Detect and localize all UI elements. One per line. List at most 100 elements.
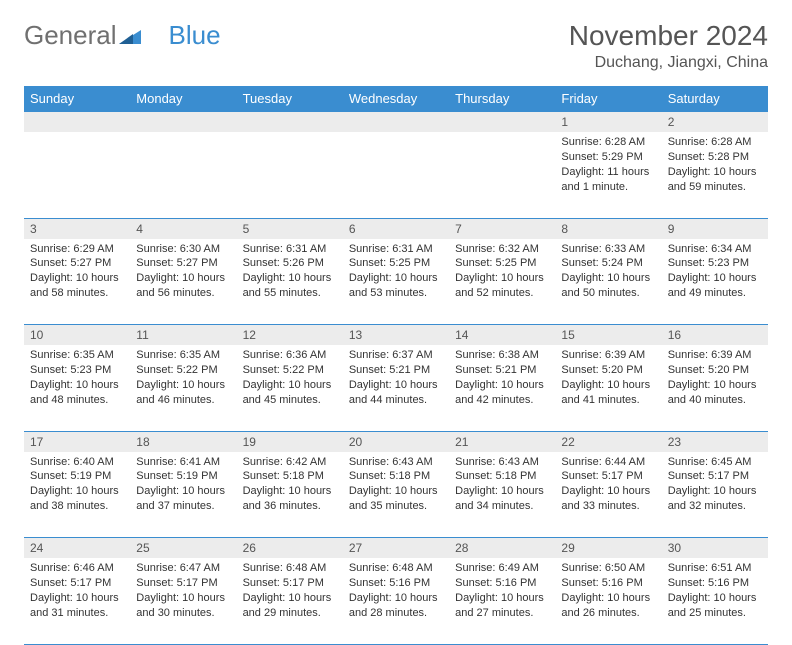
logo-part2: Blue: [169, 20, 221, 51]
day-details: Sunrise: 6:48 AMSunset: 5:16 PMDaylight:…: [343, 558, 449, 626]
day-number: 1: [555, 112, 661, 133]
day-details: [24, 132, 130, 141]
day-details: Sunrise: 6:33 AMSunset: 5:24 PMDaylight:…: [555, 239, 661, 307]
day-details: Sunrise: 6:38 AMSunset: 5:21 PMDaylight:…: [449, 345, 555, 413]
day-header: Saturday: [662, 86, 768, 112]
day-number: 21: [449, 431, 555, 452]
day-number: 30: [662, 538, 768, 559]
sunset-text: Sunset: 5:16 PM: [561, 576, 655, 591]
day-header: Monday: [130, 86, 236, 112]
day-cell: Sunrise: 6:30 AMSunset: 5:27 PMDaylight:…: [130, 239, 236, 325]
day-number: 27: [343, 538, 449, 559]
content-row: Sunrise: 6:46 AMSunset: 5:17 PMDaylight:…: [24, 558, 768, 644]
day-number: 23: [662, 431, 768, 452]
day-cell: [449, 132, 555, 218]
sunset-text: Sunset: 5:28 PM: [668, 150, 762, 165]
day-number: 9: [662, 218, 768, 239]
day-details: Sunrise: 6:37 AMSunset: 5:21 PMDaylight:…: [343, 345, 449, 413]
day-number: 20: [343, 431, 449, 452]
day-number: [343, 112, 449, 133]
sunrise-text: Sunrise: 6:41 AM: [136, 455, 230, 470]
day-number: 5: [237, 218, 343, 239]
day-number: 13: [343, 325, 449, 346]
month-title: November 2024: [569, 20, 768, 52]
day-details: Sunrise: 6:51 AMSunset: 5:16 PMDaylight:…: [662, 558, 768, 626]
daylight-text: Daylight: 10 hours and 58 minutes.: [30, 271, 124, 301]
day-details: [237, 132, 343, 141]
day-cell: Sunrise: 6:43 AMSunset: 5:18 PMDaylight:…: [343, 452, 449, 538]
daylight-text: Daylight: 10 hours and 35 minutes.: [349, 484, 443, 514]
day-details: Sunrise: 6:47 AMSunset: 5:17 PMDaylight:…: [130, 558, 236, 626]
daylight-text: Daylight: 10 hours and 36 minutes.: [243, 484, 337, 514]
day-cell: Sunrise: 6:48 AMSunset: 5:17 PMDaylight:…: [237, 558, 343, 644]
sunset-text: Sunset: 5:17 PM: [136, 576, 230, 591]
daylight-text: Daylight: 10 hours and 34 minutes.: [455, 484, 549, 514]
day-details: Sunrise: 6:45 AMSunset: 5:17 PMDaylight:…: [662, 452, 768, 520]
sunrise-text: Sunrise: 6:48 AM: [243, 561, 337, 576]
day-details: [343, 132, 449, 141]
day-number: 26: [237, 538, 343, 559]
day-details: Sunrise: 6:39 AMSunset: 5:20 PMDaylight:…: [555, 345, 661, 413]
content-row: Sunrise: 6:40 AMSunset: 5:19 PMDaylight:…: [24, 452, 768, 538]
sunrise-text: Sunrise: 6:42 AM: [243, 455, 337, 470]
day-details: Sunrise: 6:44 AMSunset: 5:17 PMDaylight:…: [555, 452, 661, 520]
sunset-text: Sunset: 5:26 PM: [243, 256, 337, 271]
sunset-text: Sunset: 5:19 PM: [136, 469, 230, 484]
day-number: 19: [237, 431, 343, 452]
day-cell: Sunrise: 6:46 AMSunset: 5:17 PMDaylight:…: [24, 558, 130, 644]
daylight-text: Daylight: 10 hours and 26 minutes.: [561, 591, 655, 621]
day-number: 24: [24, 538, 130, 559]
daynum-row: 24252627282930: [24, 538, 768, 559]
header: General Blue November 2024 Duchang, Jian…: [24, 20, 768, 72]
daylight-text: Daylight: 10 hours and 37 minutes.: [136, 484, 230, 514]
daylight-text: Daylight: 11 hours and 1 minute.: [561, 165, 655, 195]
daylight-text: Daylight: 10 hours and 45 minutes.: [243, 378, 337, 408]
day-details: Sunrise: 6:31 AMSunset: 5:25 PMDaylight:…: [343, 239, 449, 307]
sunset-text: Sunset: 5:22 PM: [243, 363, 337, 378]
sunrise-text: Sunrise: 6:43 AM: [349, 455, 443, 470]
daylight-text: Daylight: 10 hours and 49 minutes.: [668, 271, 762, 301]
sunset-text: Sunset: 5:19 PM: [30, 469, 124, 484]
day-cell: Sunrise: 6:31 AMSunset: 5:26 PMDaylight:…: [237, 239, 343, 325]
day-cell: Sunrise: 6:38 AMSunset: 5:21 PMDaylight:…: [449, 345, 555, 431]
day-details: Sunrise: 6:32 AMSunset: 5:25 PMDaylight:…: [449, 239, 555, 307]
sunrise-text: Sunrise: 6:39 AM: [561, 348, 655, 363]
day-cell: Sunrise: 6:40 AMSunset: 5:19 PMDaylight:…: [24, 452, 130, 538]
day-details: [130, 132, 236, 141]
sunset-text: Sunset: 5:21 PM: [455, 363, 549, 378]
day-cell: Sunrise: 6:50 AMSunset: 5:16 PMDaylight:…: [555, 558, 661, 644]
sunset-text: Sunset: 5:27 PM: [136, 256, 230, 271]
sunset-text: Sunset: 5:24 PM: [561, 256, 655, 271]
daylight-text: Daylight: 10 hours and 31 minutes.: [30, 591, 124, 621]
day-number: 18: [130, 431, 236, 452]
day-details: Sunrise: 6:31 AMSunset: 5:26 PMDaylight:…: [237, 239, 343, 307]
sunset-text: Sunset: 5:18 PM: [455, 469, 549, 484]
day-cell: [130, 132, 236, 218]
day-cell: Sunrise: 6:32 AMSunset: 5:25 PMDaylight:…: [449, 239, 555, 325]
day-number: 11: [130, 325, 236, 346]
sunrise-text: Sunrise: 6:47 AM: [136, 561, 230, 576]
day-number: 3: [24, 218, 130, 239]
daylight-text: Daylight: 10 hours and 53 minutes.: [349, 271, 443, 301]
sunrise-text: Sunrise: 6:45 AM: [668, 455, 762, 470]
content-row: Sunrise: 6:29 AMSunset: 5:27 PMDaylight:…: [24, 239, 768, 325]
sunset-text: Sunset: 5:23 PM: [30, 363, 124, 378]
day-header: Wednesday: [343, 86, 449, 112]
day-details: Sunrise: 6:29 AMSunset: 5:27 PMDaylight:…: [24, 239, 130, 307]
sunset-text: Sunset: 5:17 PM: [561, 469, 655, 484]
day-cell: [237, 132, 343, 218]
day-number: 16: [662, 325, 768, 346]
sunrise-text: Sunrise: 6:32 AM: [455, 242, 549, 257]
daylight-text: Daylight: 10 hours and 25 minutes.: [668, 591, 762, 621]
daylight-text: Daylight: 10 hours and 59 minutes.: [668, 165, 762, 195]
day-number: 17: [24, 431, 130, 452]
sunset-text: Sunset: 5:16 PM: [455, 576, 549, 591]
day-cell: [24, 132, 130, 218]
day-cell: Sunrise: 6:47 AMSunset: 5:17 PMDaylight:…: [130, 558, 236, 644]
sunrise-text: Sunrise: 6:51 AM: [668, 561, 762, 576]
daylight-text: Daylight: 10 hours and 28 minutes.: [349, 591, 443, 621]
day-cell: Sunrise: 6:41 AMSunset: 5:19 PMDaylight:…: [130, 452, 236, 538]
sunrise-text: Sunrise: 6:40 AM: [30, 455, 124, 470]
content-row: Sunrise: 6:35 AMSunset: 5:23 PMDaylight:…: [24, 345, 768, 431]
sunset-text: Sunset: 5:21 PM: [349, 363, 443, 378]
